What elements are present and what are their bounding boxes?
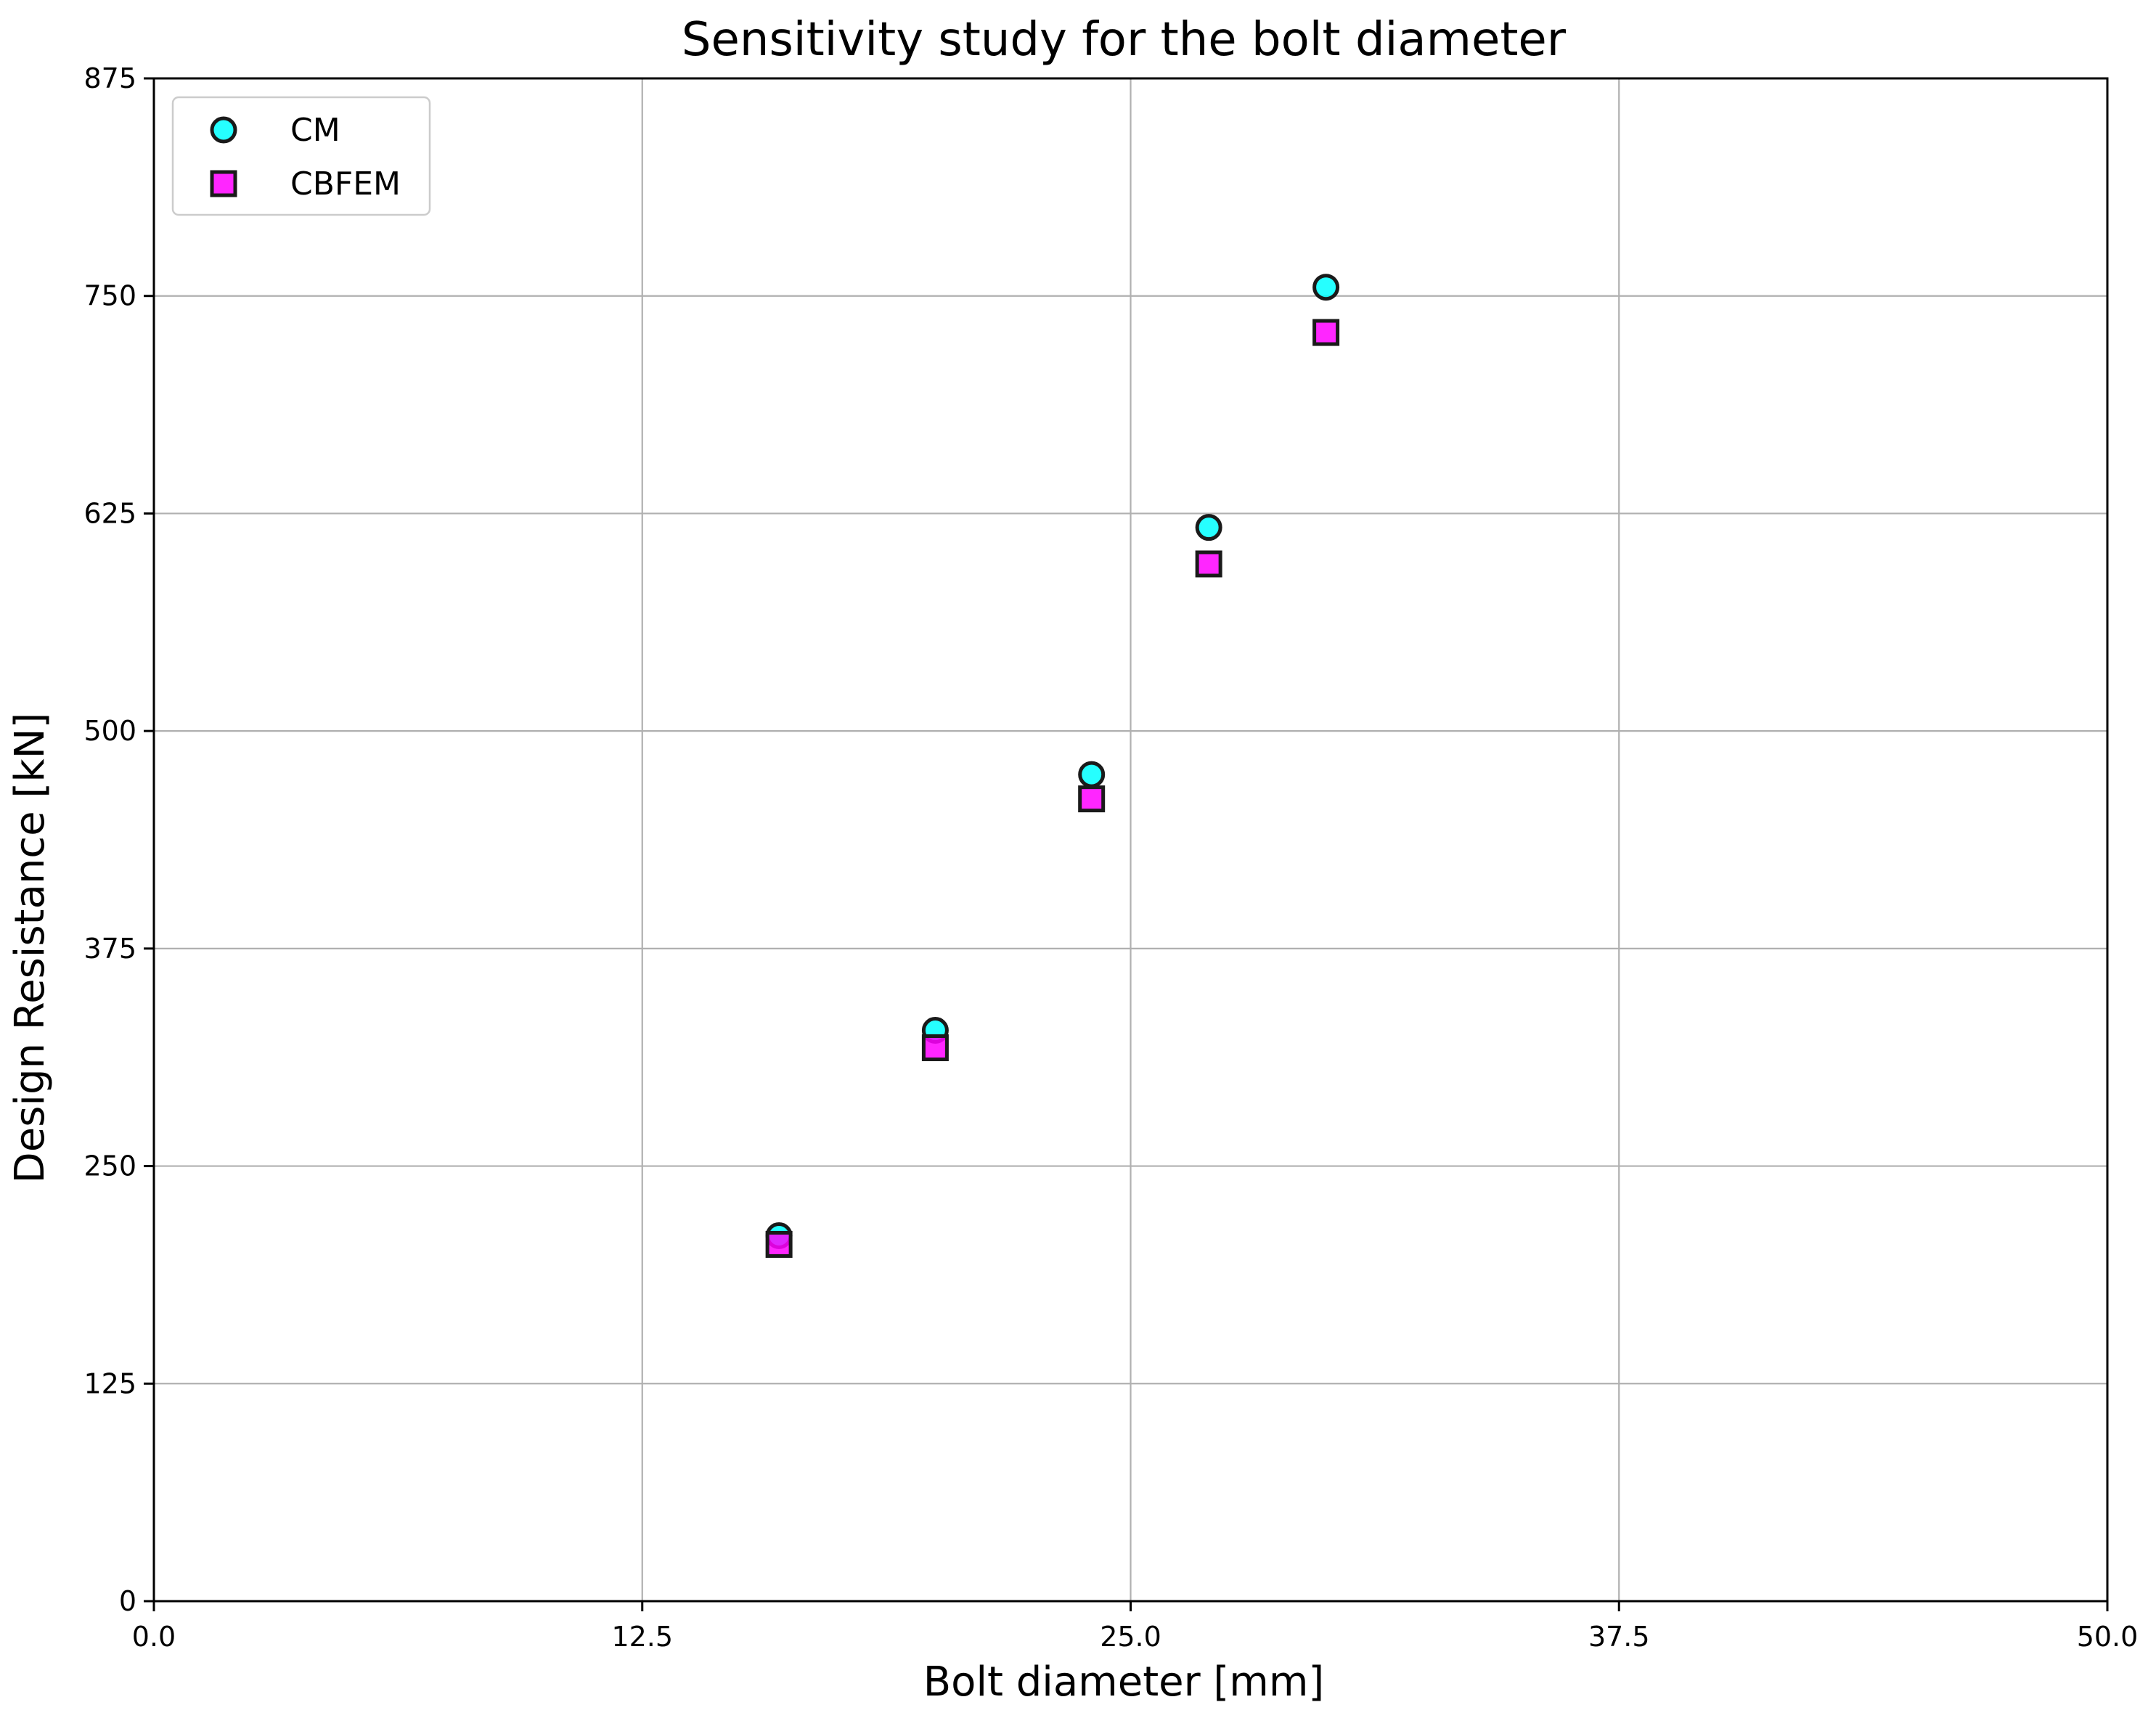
x-tick-label: 12.5 xyxy=(611,1621,673,1653)
y-tick-label: 375 xyxy=(83,933,136,965)
legend-label: CM xyxy=(290,112,340,149)
x-tick-label: 37.5 xyxy=(1588,1621,1650,1653)
cbfem-point xyxy=(921,1034,949,1062)
x-tick-label: 0.0 xyxy=(132,1621,176,1653)
cbfem-point xyxy=(1195,550,1222,578)
tick-marks: 0.0 12.5 25.0 37.5 50.0 0 125 250 375 500 625 750 87… xyxy=(83,62,2138,1653)
legend-label: CBFEM xyxy=(290,165,401,203)
x-tick-label: 50.0 xyxy=(2077,1621,2139,1653)
legend: CM CBFEM xyxy=(171,96,431,216)
y-tick-label: 125 xyxy=(83,1367,136,1399)
chart-title: Sensitivity study for the bolt diameter xyxy=(682,13,1567,67)
y-tick-label: 750 xyxy=(83,280,136,312)
legend-marker-cm xyxy=(210,116,237,144)
y-tick-label: 625 xyxy=(83,497,136,529)
y-tick-label: 250 xyxy=(83,1150,136,1182)
data-points xyxy=(765,274,1340,1258)
cbfem-point xyxy=(1078,785,1106,813)
x-axis-label: Bolt diameter [mm] xyxy=(923,1658,1324,1706)
y-axis-label: Design Resistance [kN] xyxy=(7,713,54,1184)
y-tick-label: 500 xyxy=(83,715,136,747)
cbfem-point xyxy=(1312,319,1340,346)
cm-point xyxy=(1195,514,1222,541)
y-tick-label: 875 xyxy=(83,62,136,94)
x-tick-label: 25.0 xyxy=(1100,1621,1161,1653)
legend-marker-cbfem xyxy=(210,170,237,197)
cm-point xyxy=(1312,274,1340,301)
cm-point xyxy=(1078,761,1106,788)
y-tick-label: 0 xyxy=(119,1585,136,1617)
cbfem-point xyxy=(765,1230,793,1258)
